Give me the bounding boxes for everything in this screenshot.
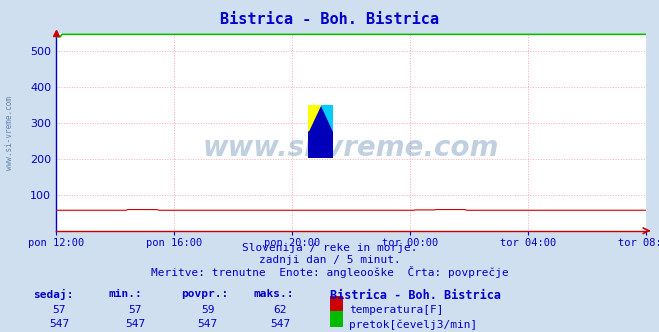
Polygon shape bbox=[321, 105, 333, 131]
Polygon shape bbox=[321, 105, 333, 131]
Text: 547: 547 bbox=[125, 319, 145, 329]
Text: povpr.:: povpr.: bbox=[181, 289, 229, 299]
Polygon shape bbox=[308, 105, 321, 131]
Text: 59: 59 bbox=[201, 305, 214, 315]
Text: sedaj:: sedaj: bbox=[33, 289, 73, 300]
Text: www.si-vreme.com: www.si-vreme.com bbox=[203, 134, 499, 162]
Text: pretok[čevelj3/min]: pretok[čevelj3/min] bbox=[349, 319, 478, 330]
Polygon shape bbox=[308, 105, 333, 158]
Text: Slovenija / reke in morje.: Slovenija / reke in morje. bbox=[242, 243, 417, 253]
Text: www.si-vreme.com: www.si-vreme.com bbox=[5, 96, 14, 170]
Text: 57: 57 bbox=[53, 305, 66, 315]
Text: maks.:: maks.: bbox=[254, 289, 294, 299]
Polygon shape bbox=[308, 105, 321, 131]
Text: 547: 547 bbox=[198, 319, 217, 329]
Text: zadnji dan / 5 minut.: zadnji dan / 5 minut. bbox=[258, 255, 401, 265]
Text: 62: 62 bbox=[273, 305, 287, 315]
Text: temperatura[F]: temperatura[F] bbox=[349, 305, 444, 315]
Text: Bistrica - Boh. Bistrica: Bistrica - Boh. Bistrica bbox=[220, 12, 439, 27]
Text: 547: 547 bbox=[49, 319, 69, 329]
Text: Meritve: trenutne  Enote: angleooške  Črta: povprečje: Meritve: trenutne Enote: angleooške Črta… bbox=[151, 266, 508, 278]
Polygon shape bbox=[308, 105, 333, 158]
Text: Bistrica - Boh. Bistrica: Bistrica - Boh. Bistrica bbox=[330, 289, 500, 302]
Text: 57: 57 bbox=[129, 305, 142, 315]
Text: 547: 547 bbox=[270, 319, 290, 329]
Text: min.:: min.: bbox=[109, 289, 142, 299]
